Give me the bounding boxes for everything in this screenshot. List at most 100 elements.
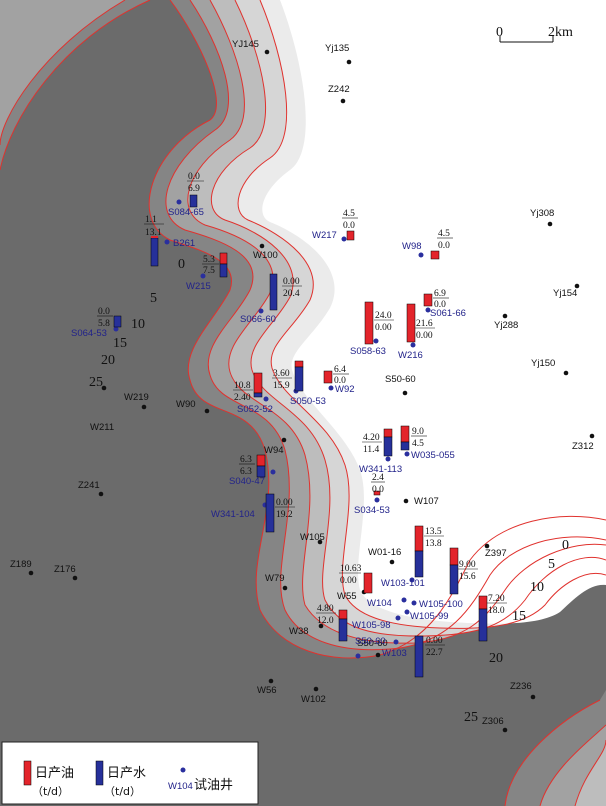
- test-well-dot: [385, 456, 391, 462]
- test-well-dot: [404, 609, 410, 615]
- contour-label: 5: [150, 291, 157, 306]
- contour-line-20: [148, 0, 606, 659]
- test-well-dot: [373, 338, 379, 344]
- water-value: 0.0: [343, 221, 355, 231]
- well-label: Yj154: [553, 288, 577, 299]
- zone-core: [262, 0, 606, 624]
- oil-value: 21.6: [416, 319, 433, 329]
- contour-label: 15: [512, 609, 526, 624]
- well-dot: [264, 49, 270, 55]
- oil-value: 4.5: [343, 209, 355, 219]
- oil-value: 10.63: [340, 564, 362, 574]
- well-dot: [402, 390, 408, 396]
- water-value: 15.6: [459, 572, 476, 582]
- test-well-dot: [176, 199, 182, 205]
- water-value: 6.9: [188, 184, 200, 194]
- well-label: Z397: [485, 548, 507, 559]
- test-well-dot: [200, 273, 206, 279]
- test-well-label: W98: [402, 241, 422, 252]
- prod-S052-52: 10.8 2.40: [233, 372, 263, 403]
- test-well-label: S061-66: [430, 308, 466, 319]
- test-well-label: W105-99: [410, 611, 449, 622]
- water-value: 11.4: [363, 445, 380, 455]
- water-value: 22.7: [426, 648, 443, 658]
- test-well-dot: [113, 326, 119, 332]
- test-well-label: W215: [186, 281, 211, 292]
- test-well-label: W103: [382, 648, 407, 659]
- well-label: W79: [265, 573, 285, 584]
- water-value: 0.00: [340, 576, 357, 586]
- well-label: Z236: [510, 681, 532, 692]
- test-well-dot: [411, 600, 417, 606]
- test-well-label: S050-53: [290, 396, 326, 407]
- test-well-label: W105-100: [419, 599, 463, 610]
- prod-W035-055: 9.04.5: [400, 425, 427, 451]
- well-label: Z241: [78, 480, 100, 491]
- oil-value: 0.0: [98, 307, 110, 317]
- well-label: W38: [289, 626, 309, 637]
- water-value: 13.8: [425, 539, 442, 549]
- test-well-label: W216: [398, 350, 423, 361]
- prod-S084-65: 0.06.9: [187, 172, 204, 208]
- test-well-label: S064-53: [71, 328, 107, 339]
- contour-label: 5: [548, 557, 555, 572]
- oil-value: 9.0: [412, 427, 424, 437]
- test-well-label: S052-52: [237, 404, 273, 415]
- well-dot: [346, 59, 352, 65]
- legend-oil-swatch: [23, 760, 32, 786]
- test-well-label: W341-104: [211, 509, 255, 520]
- prod-W92: 6.40.0: [323, 365, 349, 386]
- contour-label: 25: [464, 710, 478, 725]
- oil-value: 1.1: [145, 215, 157, 225]
- contour-label: 0: [178, 257, 185, 272]
- prod-W341-113: 4.20 11.4: [362, 428, 393, 457]
- test-well-label: B261: [173, 238, 195, 249]
- well-dot: [589, 433, 595, 439]
- water-value: 0.0: [372, 485, 384, 495]
- water-value: 19.2: [276, 510, 293, 520]
- scale-label: 2km: [548, 25, 573, 40]
- test-well-dot: [355, 653, 361, 659]
- test-well-dot: [404, 451, 410, 457]
- scale-zero: 0: [496, 25, 503, 40]
- oil-value: 6.4: [334, 365, 346, 375]
- contour-label: 20: [101, 353, 115, 368]
- well-dot: [72, 575, 78, 581]
- prod-W216: 21.6 0.00: [406, 303, 435, 343]
- test-well-label: W105-98: [352, 620, 391, 631]
- oil-value: 3.60: [273, 369, 290, 379]
- well-label: YJ145: [232, 39, 259, 50]
- test-well-label: S50-60: [355, 636, 386, 647]
- well-label: Z306: [482, 716, 504, 727]
- test-well-label: W104: [367, 598, 392, 609]
- well-dot: [268, 678, 274, 684]
- water-value: 4.5: [412, 439, 424, 449]
- contour-line-25: [0, 0, 151, 171]
- oil-value: 0.00: [283, 277, 300, 287]
- oil-value: 0.0: [188, 172, 200, 182]
- contour-line-inner: [0, 0, 126, 146]
- prod-S061-66: 6.90.0: [423, 289, 449, 310]
- prod-S050-53: 3.60 15.9: [272, 360, 304, 392]
- oil-value: 0.00: [426, 636, 443, 646]
- prod-S040-47: 6.36.3: [239, 454, 266, 478]
- well-label: W100: [253, 250, 278, 261]
- water-value: 7.5: [203, 266, 215, 276]
- contour-line-outer-se: [539, 724, 606, 806]
- oil-value: 2.4: [372, 473, 384, 483]
- test-well-label: W92: [335, 384, 355, 395]
- legend-water-unit: （t/d）: [104, 785, 141, 798]
- well-dot: [28, 570, 34, 576]
- well-label: W219: [124, 392, 149, 403]
- well-dot: [101, 385, 107, 391]
- well-dot: [484, 543, 490, 549]
- oil-value: 6.9: [434, 289, 446, 299]
- oil-value: 10.8: [234, 381, 251, 391]
- test-well-label: W103-101: [381, 578, 425, 589]
- test-well-dot: [418, 252, 424, 258]
- test-well-label: S066-60: [240, 314, 276, 325]
